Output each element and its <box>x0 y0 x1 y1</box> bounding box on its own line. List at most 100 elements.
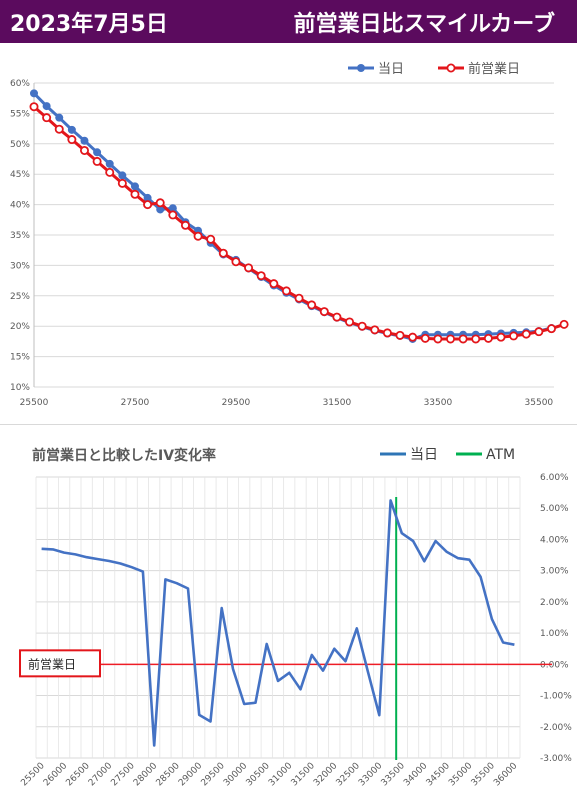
legend-marker <box>357 64 365 72</box>
x-tick-label: 25500 <box>20 398 49 408</box>
data-point-today <box>68 126 76 134</box>
x-tick-label: 31500 <box>323 398 352 408</box>
data-point-prev-day <box>258 272 265 279</box>
series-line-prev-day <box>34 107 564 339</box>
x-tick-label: 36000 <box>492 761 520 789</box>
x-tick-label: 28500 <box>154 761 182 789</box>
y-tick-label: 55% <box>10 109 30 119</box>
data-point-prev-day <box>359 323 366 330</box>
data-point-prev-day <box>434 335 441 342</box>
data-point-prev-day <box>220 250 227 257</box>
legend-marker <box>447 64 454 71</box>
data-point-prev-day <box>56 126 63 133</box>
x-tick-label: 29500 <box>200 761 228 789</box>
x-tick-label: 35000 <box>447 761 475 789</box>
y-tick-label: 2.00% <box>540 598 569 608</box>
x-tick-label: 34000 <box>402 761 430 789</box>
data-point-prev-day <box>232 258 239 265</box>
x-tick-label: 31500 <box>290 761 318 789</box>
y-tick-label: -3.00% <box>540 754 572 764</box>
x-tick-label: 34500 <box>425 761 453 789</box>
data-point-prev-day <box>295 295 302 302</box>
data-point-prev-day <box>131 191 138 198</box>
x-tick-label: 30000 <box>222 761 250 789</box>
data-point-prev-day <box>119 180 126 187</box>
page-title: 前営業日比スマイルカーブ <box>294 6 555 38</box>
y-tick-label: -1.00% <box>540 692 572 702</box>
data-point-prev-day <box>333 313 340 320</box>
data-point-prev-day <box>422 335 429 342</box>
data-point-prev-day <box>169 211 176 218</box>
x-tick-label: 30500 <box>245 761 273 789</box>
x-tick-label: 29500 <box>222 398 251 408</box>
y-tick-label: 6.00% <box>540 473 569 483</box>
y-tick-label: 60% <box>10 79 30 89</box>
x-tick-label: 33500 <box>380 761 408 789</box>
y-tick-label: 4.00% <box>540 535 569 545</box>
x-tick-label: 35500 <box>525 398 554 408</box>
data-point-prev-day <box>346 318 353 325</box>
data-point-prev-day <box>321 308 328 315</box>
date-label: 2023年7月5日 <box>10 6 168 38</box>
data-point-today <box>80 137 88 145</box>
data-point-prev-day <box>81 147 88 154</box>
data-point-today <box>30 89 38 97</box>
x-tick-label: 33000 <box>357 761 385 789</box>
x-tick-label: 32000 <box>312 761 340 789</box>
y-tick-label: 5.00% <box>540 504 569 514</box>
y-tick-label: 25% <box>10 292 30 302</box>
data-point-prev-day <box>283 287 290 294</box>
data-point-today <box>43 102 51 110</box>
y-tick-label: 50% <box>10 140 30 150</box>
data-point-prev-day <box>560 321 567 328</box>
chart-title: 前営業日と比較したIV変化率 <box>32 447 216 464</box>
x-tick-label: 26000 <box>42 761 70 789</box>
data-point-prev-day <box>144 201 151 208</box>
data-point-prev-day <box>384 329 391 336</box>
data-point-prev-day <box>548 325 555 332</box>
iv-change-panel: 前営業日と比較したIV変化率 6.00% 5.00% 4.00% 3.00% 2.00% 1… <box>0 424 577 803</box>
data-point-prev-day <box>308 301 315 308</box>
y-tick-label: 15% <box>10 353 30 363</box>
data-point-prev-day <box>510 332 517 339</box>
y-tick-label: 35% <box>10 231 30 241</box>
x-tick-label: 35500 <box>470 761 498 789</box>
y-tick-label: 40% <box>10 201 30 211</box>
iv-change-chart: 前営業日と比較したIV変化率 6.00% 5.00% 4.00% 3.00% 2.00% 1… <box>0 425 577 802</box>
data-point-prev-day <box>523 331 530 338</box>
y-tick-label: 1.00% <box>540 629 569 639</box>
series-line-today <box>34 93 552 339</box>
y-tick-label: 10% <box>10 383 30 393</box>
data-point-today <box>118 171 126 179</box>
x-tick-label: 25500 <box>19 761 47 789</box>
y-tick-label: -2.00% <box>540 723 572 733</box>
data-point-prev-day <box>106 169 113 176</box>
x-tick-label: 27000 <box>87 761 115 789</box>
data-point-today <box>55 114 63 122</box>
x-tick-label: 33500 <box>424 398 453 408</box>
data-point-prev-day <box>460 335 467 342</box>
data-point-prev-day <box>447 335 454 342</box>
y-tick-label: 3.00% <box>540 567 569 577</box>
data-point-prev-day <box>371 326 378 333</box>
y-tick-label: 20% <box>10 322 30 332</box>
series-line-today <box>42 500 515 745</box>
x-tick-label: 31000 <box>267 761 295 789</box>
data-point-prev-day <box>30 103 37 110</box>
y-tick-label: 45% <box>10 170 30 180</box>
x-tick-label: 26500 <box>64 761 92 789</box>
data-point-prev-day <box>245 264 252 271</box>
data-point-today <box>106 160 114 168</box>
x-tick-label: 27500 <box>109 761 137 789</box>
data-point-prev-day <box>94 158 101 165</box>
legend-label: 前営業日 <box>468 61 520 77</box>
data-point-prev-day <box>472 335 479 342</box>
legend-label: 当日 <box>410 447 438 463</box>
y-tick-label: 30% <box>10 261 30 271</box>
data-point-prev-day <box>497 334 504 341</box>
x-tick-label: 28000 <box>132 761 160 789</box>
data-point-prev-day <box>157 199 164 206</box>
data-point-today <box>131 182 139 190</box>
y-tick-label: 0.00% <box>540 660 569 670</box>
